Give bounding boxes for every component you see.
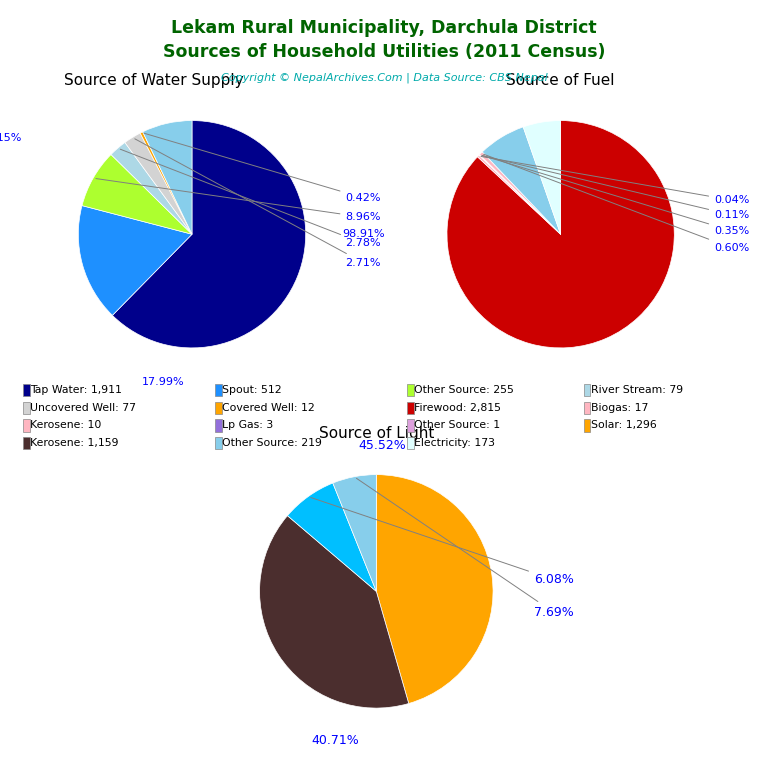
Text: Kerosene: 10: Kerosene: 10 [31, 420, 102, 431]
Wedge shape [447, 121, 674, 348]
Text: Biogas: 17: Biogas: 17 [591, 402, 648, 413]
Text: Lp Gas: 3: Lp Gas: 3 [223, 420, 273, 431]
Wedge shape [287, 483, 376, 591]
Wedge shape [482, 127, 561, 234]
Text: Other Source: 219: Other Source: 219 [223, 438, 323, 449]
Wedge shape [82, 154, 192, 234]
Wedge shape [333, 475, 376, 591]
Wedge shape [479, 154, 561, 234]
Wedge shape [141, 132, 192, 234]
Text: Solar: 1,296: Solar: 1,296 [591, 420, 657, 431]
Text: 6.08%: 6.08% [311, 498, 574, 586]
Text: Covered Well: 12: Covered Well: 12 [223, 402, 315, 413]
Text: 8.96%: 8.96% [96, 178, 381, 222]
Title: Source of Light: Source of Light [319, 426, 434, 442]
Title: Source of Fuel: Source of Fuel [506, 73, 615, 88]
Text: Uncovered Well: 77: Uncovered Well: 77 [31, 402, 137, 413]
Wedge shape [78, 206, 192, 316]
Text: 0.35%: 0.35% [482, 155, 750, 236]
Text: Copyright © NepalArchives.Com | Data Source: CBS Nepal: Copyright © NepalArchives.Com | Data Sou… [220, 73, 548, 84]
Text: Spout: 512: Spout: 512 [223, 385, 282, 396]
Text: Electricity: 173: Electricity: 173 [415, 438, 495, 449]
Wedge shape [523, 121, 561, 234]
Wedge shape [260, 515, 409, 708]
Wedge shape [479, 154, 561, 234]
Text: River Stream: 79: River Stream: 79 [591, 385, 684, 396]
Text: Lekam Rural Municipality, Darchula District
Sources of Household Utilities (2011: Lekam Rural Municipality, Darchula Distr… [163, 19, 605, 61]
Wedge shape [143, 121, 192, 234]
Wedge shape [478, 155, 561, 234]
Text: 98.91%: 98.91% [342, 229, 385, 240]
Text: 45.52%: 45.52% [359, 439, 406, 452]
Text: 2.71%: 2.71% [135, 139, 381, 268]
Text: Firewood: 2,815: Firewood: 2,815 [415, 402, 502, 413]
Text: Tap Water: 1,911: Tap Water: 1,911 [31, 385, 122, 396]
Text: 0.11%: 0.11% [482, 156, 750, 220]
Wedge shape [479, 152, 561, 234]
Text: Other Source: 255: Other Source: 255 [415, 385, 515, 396]
Wedge shape [125, 133, 192, 234]
Text: 0.04%: 0.04% [481, 157, 750, 205]
Text: 0.42%: 0.42% [144, 133, 381, 203]
Wedge shape [112, 121, 306, 348]
Text: 17.99%: 17.99% [142, 377, 185, 387]
Text: 67.15%: 67.15% [0, 133, 22, 143]
Text: 40.71%: 40.71% [312, 734, 359, 747]
Text: Source of Water Supply: Source of Water Supply [64, 73, 243, 88]
Wedge shape [376, 475, 493, 703]
Text: Other Source: 1: Other Source: 1 [415, 420, 501, 431]
Text: Kerosene: 1,159: Kerosene: 1,159 [31, 438, 119, 449]
Text: 0.60%: 0.60% [484, 154, 750, 253]
Text: 7.69%: 7.69% [356, 478, 574, 619]
Wedge shape [111, 143, 192, 234]
Text: 2.78%: 2.78% [121, 149, 381, 248]
